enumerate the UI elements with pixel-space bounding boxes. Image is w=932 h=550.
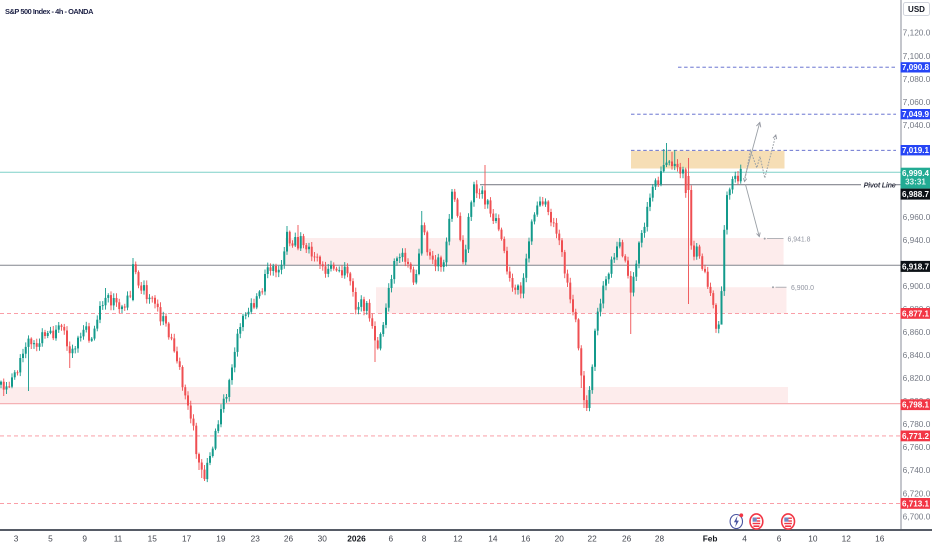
svg-text:33:31: 33:31 xyxy=(905,178,926,187)
svg-text:12: 12 xyxy=(453,534,463,544)
svg-text:23: 23 xyxy=(251,534,261,544)
svg-text:7,120.0: 7,120.0 xyxy=(903,28,931,38)
svg-text:20: 20 xyxy=(555,534,565,544)
svg-text:3: 3 xyxy=(14,534,19,544)
svg-text:6,840.0: 6,840.0 xyxy=(903,350,931,360)
svg-text:6,700.0: 6,700.0 xyxy=(903,511,931,521)
svg-text:6,918.7: 6,918.7 xyxy=(902,262,930,271)
svg-text:6,798.1: 6,798.1 xyxy=(902,401,930,410)
svg-text:28: 28 xyxy=(655,534,665,544)
svg-text:7,019.1: 7,019.1 xyxy=(902,146,930,155)
svg-text:6,999.4: 6,999.4 xyxy=(902,169,930,178)
svg-text:6,771.2: 6,771.2 xyxy=(902,432,930,441)
svg-text:7,060.0: 7,060.0 xyxy=(903,97,931,107)
svg-text:7,040.0: 7,040.0 xyxy=(903,120,931,130)
svg-text:12: 12 xyxy=(842,534,852,544)
svg-text:6,877.1: 6,877.1 xyxy=(902,309,930,318)
svg-text:10: 10 xyxy=(808,534,818,544)
svg-text:6,960.0: 6,960.0 xyxy=(903,212,931,222)
svg-text:4: 4 xyxy=(742,534,747,544)
svg-text:17: 17 xyxy=(182,534,192,544)
svg-text:Feb: Feb xyxy=(703,534,718,544)
svg-text:6,713.1: 6,713.1 xyxy=(902,499,930,508)
svg-text:6,900.0: 6,900.0 xyxy=(903,281,931,291)
svg-text:30: 30 xyxy=(318,534,328,544)
svg-text:8: 8 xyxy=(422,534,427,544)
svg-text:19: 19 xyxy=(216,534,226,544)
svg-text:26: 26 xyxy=(622,534,632,544)
svg-text:16: 16 xyxy=(875,534,885,544)
svg-text:6,740.0: 6,740.0 xyxy=(903,465,931,475)
svg-text:6,860.0: 6,860.0 xyxy=(903,327,931,337)
svg-text:7,080.0: 7,080.0 xyxy=(903,74,931,84)
svg-text:9: 9 xyxy=(82,534,87,544)
svg-text:2026: 2026 xyxy=(347,534,366,544)
svg-text:6,900.0: 6,900.0 xyxy=(791,285,814,292)
svg-text:6,941.8: 6,941.8 xyxy=(788,236,811,243)
svg-text:7,049.9: 7,049.9 xyxy=(902,110,930,119)
svg-text:26: 26 xyxy=(284,534,294,544)
svg-text:6,780.0: 6,780.0 xyxy=(903,419,931,429)
svg-text:7,100.0: 7,100.0 xyxy=(903,51,931,61)
svg-text:7,090.8: 7,090.8 xyxy=(902,63,930,72)
svg-text:6,988.7: 6,988.7 xyxy=(902,190,930,199)
svg-text:6: 6 xyxy=(388,534,393,544)
svg-text:S&P 500 Index - 4h - OANDA: S&P 500 Index - 4h - OANDA xyxy=(5,7,94,16)
svg-text:11: 11 xyxy=(114,534,123,544)
svg-text:6: 6 xyxy=(777,534,782,544)
svg-text:5: 5 xyxy=(48,534,53,544)
svg-text:6,720.0: 6,720.0 xyxy=(903,488,931,498)
svg-text:6,760.0: 6,760.0 xyxy=(903,442,931,452)
svg-text:Pivot Line: Pivot Line xyxy=(864,180,896,189)
svg-text:22: 22 xyxy=(587,534,597,544)
svg-text:6,940.0: 6,940.0 xyxy=(903,235,931,245)
svg-text:15: 15 xyxy=(148,534,158,544)
svg-text:14: 14 xyxy=(488,534,498,544)
svg-text:USD: USD xyxy=(908,5,925,14)
svg-text:16: 16 xyxy=(521,534,531,544)
svg-text:6,820.0: 6,820.0 xyxy=(903,373,931,383)
